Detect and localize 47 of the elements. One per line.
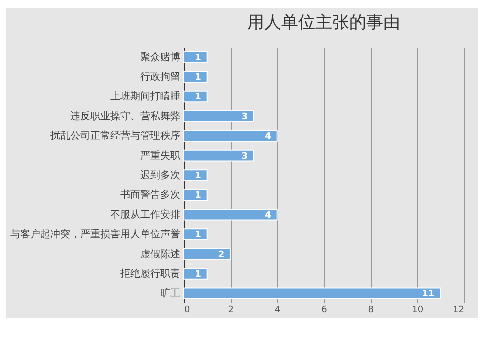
x-tick-label: 0 [184,306,190,316]
chart-title: 用人单位主张的事由 [248,13,400,33]
data-label: 1 [195,92,202,103]
bar [184,189,208,202]
data-label: 11 [422,290,435,300]
x-tick-label: 12 [453,306,464,316]
bar [184,110,254,122]
data-label: 2 [218,250,225,260]
data-label: 1 [195,53,202,64]
x-tick-label: 8 [368,306,374,316]
bar [184,71,208,83]
bar [184,51,208,64]
y-tick-label: 旷工 [160,288,180,300]
data-label: 1 [195,270,202,280]
y-tick-label: 扰乱公司正常经营与管理秩序 [50,130,180,142]
data-label: 4 [265,210,272,221]
data-label: 1 [195,191,202,202]
bar [184,248,232,260]
data-label: 4 [265,132,272,142]
x-tick-label: 2 [228,306,234,316]
y-tick-label: 违反职业操守、营私舞弊 [70,110,180,122]
y-tick-label: 拒绝履行职责 [120,268,180,280]
y-tick-label: 书面警告多次 [120,189,180,202]
data-label: 1 [195,172,202,182]
x-tick-label: 10 [412,306,424,316]
bar [184,130,278,142]
bar [184,208,278,221]
y-tick-label: 虚假陈述 [140,248,180,260]
y-tick-label: 严重失职 [140,150,180,162]
x-tick-label: 6 [322,306,328,316]
data-label: 1 [195,230,202,241]
x-tick-label: 4 [274,306,281,316]
y-tick-label: 行政拘留 [140,71,180,84]
bar [184,228,208,240]
bar [184,268,208,280]
bar [184,170,208,182]
y-tick-label: 上班期间打瞌睡 [110,90,180,103]
bar [184,150,254,162]
y-tick-label: 迟到多次 [140,170,180,182]
y-tick-label: 聚众赌博 [140,51,180,64]
data-label: 1 [195,73,202,84]
data-label: 3 [242,152,248,162]
y-tick-label: 与客户起冲突，严重损害用人单位声誉 [10,228,180,241]
data-label: 3 [242,112,248,122]
y-tick-label: 不服从工作安排 [110,208,180,221]
bar [184,288,442,300]
bar [184,90,208,103]
